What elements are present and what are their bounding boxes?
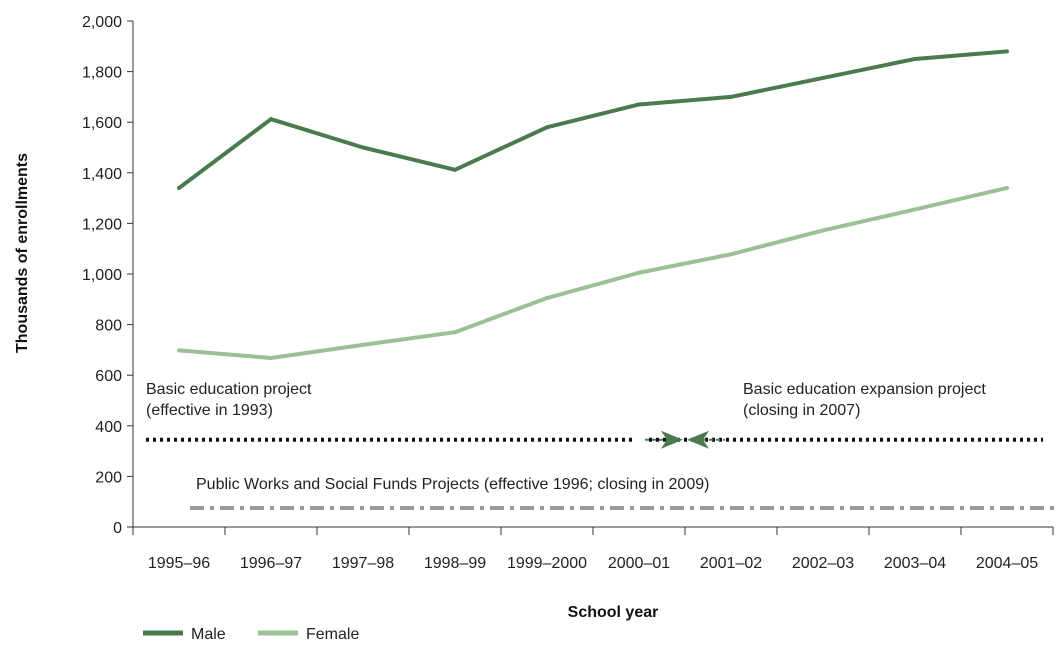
x-tick-label: 2004–05 xyxy=(976,555,1038,572)
series-line-male xyxy=(177,49,1008,190)
x-tick-label: 1998–99 xyxy=(424,555,486,572)
legend-label-female: Female xyxy=(306,626,359,643)
data-point-male xyxy=(821,75,825,80)
basic-project-label: (effective in 1993) xyxy=(146,402,273,419)
data-point-female xyxy=(269,355,273,360)
data-point-female xyxy=(453,330,457,335)
legend-label-male: Male xyxy=(191,626,226,643)
data-point-female xyxy=(177,348,181,353)
expansion-project-label: Basic education expansion project xyxy=(743,381,986,398)
x-axis-title: School year xyxy=(568,604,659,621)
data-point-male xyxy=(361,145,365,150)
x-tick-label: 2002–03 xyxy=(792,555,854,572)
data-point-female xyxy=(913,207,917,212)
data-point-male xyxy=(453,167,457,172)
expansion-project-label: (closing in 2007) xyxy=(743,402,860,419)
arrow-right-head xyxy=(661,430,683,449)
x-tick-label: 2003–04 xyxy=(884,555,946,572)
y-tick-label: 1,600 xyxy=(82,115,122,132)
data-point-female xyxy=(1005,185,1009,190)
data-point-male xyxy=(545,125,549,130)
y-tick-label: 2,000 xyxy=(82,14,122,31)
x-tick-label: 1996–97 xyxy=(240,555,302,572)
data-point-female xyxy=(545,296,549,301)
basic-project-label: Basic education project xyxy=(146,381,312,398)
x-tick-label: 1995–96 xyxy=(148,555,210,572)
legend: Male Female xyxy=(143,626,359,643)
y-axis-title: Thousands of enrollments xyxy=(14,153,31,353)
y-tick-label: 0 xyxy=(113,520,122,537)
y-tick-label: 400 xyxy=(95,419,122,436)
y-tick-label: 600 xyxy=(95,368,122,385)
axes: 0 200 400 600 800 1,000 1,200 1,400 1,600 1,800 2,… xyxy=(82,14,1054,572)
x-tick-label: 1999–2000 xyxy=(507,555,587,572)
x-tick-label: 1997–98 xyxy=(332,555,394,572)
y-tick-label: 800 xyxy=(95,318,122,335)
data-point-female xyxy=(637,270,641,275)
public-works-label: Public Works and Social Funds Projects (… xyxy=(196,476,709,493)
data-point-male xyxy=(1005,49,1009,54)
data-point-male xyxy=(177,185,181,190)
data-point-male xyxy=(729,94,733,99)
data-point-female xyxy=(729,252,733,257)
series-line-female xyxy=(178,186,1008,360)
data-point-female xyxy=(361,342,365,347)
y-tick-label: 1,400 xyxy=(82,166,122,183)
data-point-male xyxy=(637,102,641,107)
y-tick-label: 1,000 xyxy=(82,267,122,284)
arrow-left-head xyxy=(687,430,709,449)
data-point-male xyxy=(913,56,917,61)
y-tick-label: 1,800 xyxy=(82,65,122,82)
y-tick-label: 200 xyxy=(95,469,122,486)
x-tick-label: 2000–01 xyxy=(608,555,670,572)
data-point-female xyxy=(821,228,825,233)
annotations: Basic education project (effective in 199… xyxy=(146,381,1056,511)
data-point-male xyxy=(269,117,273,122)
x-tick-label: 2001–02 xyxy=(700,555,762,572)
series xyxy=(177,49,1009,360)
y-tick-label: 1,200 xyxy=(82,216,122,233)
